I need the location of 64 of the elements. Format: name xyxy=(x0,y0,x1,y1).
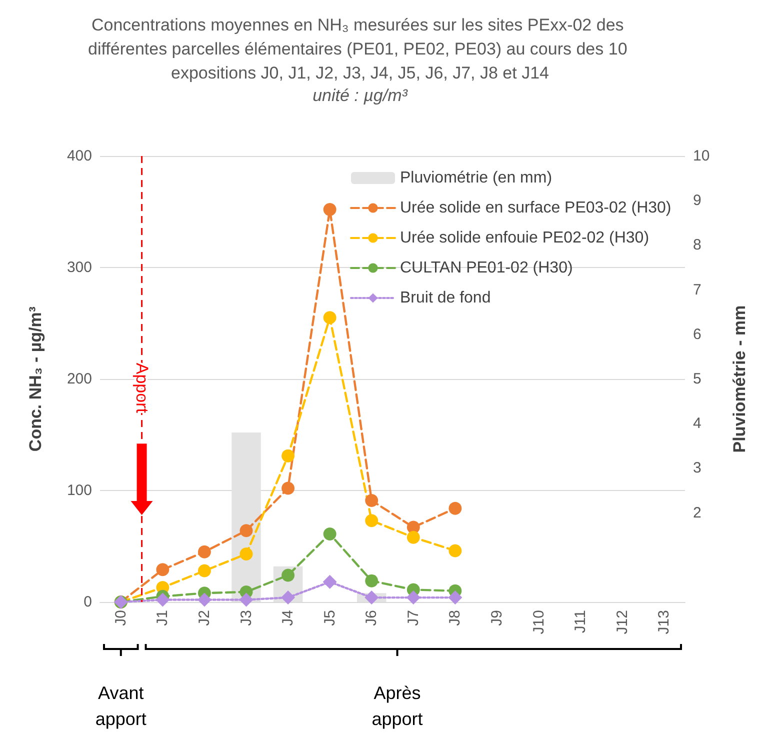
text: Avant apport xyxy=(94,682,148,731)
x-tick-label: J13 xyxy=(656,610,673,634)
point xyxy=(448,590,462,605)
point xyxy=(198,564,211,578)
point xyxy=(406,530,420,544)
y2-tick-label: 7 xyxy=(693,281,702,298)
y2-tick-label: 8 xyxy=(693,236,702,254)
point xyxy=(448,544,462,558)
point xyxy=(197,592,212,607)
x-tick-label: J10 xyxy=(530,610,548,634)
legend-label: Bruit de fond xyxy=(400,290,491,306)
legend-label: Urée solide enfouie PE02-02 (H30) xyxy=(400,230,650,246)
point xyxy=(365,494,378,508)
point xyxy=(365,574,378,588)
x-tick-label: J12 xyxy=(614,610,631,634)
x-tick-label: J11 xyxy=(572,610,590,634)
y2-tick-label: 9 xyxy=(693,192,702,210)
point xyxy=(282,568,295,582)
x-tick-label: J6 xyxy=(363,610,380,626)
x-tick-label: J1 xyxy=(154,610,172,626)
ref-line-label: Apport xyxy=(132,362,152,414)
point xyxy=(198,545,211,558)
point xyxy=(156,563,170,576)
point xyxy=(323,527,336,540)
x-tick-label: J9 xyxy=(488,610,506,626)
y2-axis-title: Pluviométrie - mm xyxy=(730,305,749,453)
legend-label: CULTAN PE01-02 (H30) xyxy=(400,260,573,276)
y2-tick-label: 3 xyxy=(693,460,702,477)
y-tick-label: 100 xyxy=(66,482,92,499)
y2-tick-label: 6 xyxy=(693,326,702,343)
point xyxy=(323,203,336,216)
point xyxy=(282,482,295,495)
x-tick-label: J3 xyxy=(238,610,255,626)
chart-subtitle: unité : µg/m³ xyxy=(312,86,409,105)
point xyxy=(323,311,336,324)
x-tick-label: J8 xyxy=(446,610,464,626)
point xyxy=(156,592,170,607)
x-tick-label: J5 xyxy=(321,610,338,626)
point xyxy=(240,548,253,561)
point xyxy=(239,592,254,607)
y-tick-label: 200 xyxy=(66,370,92,388)
point xyxy=(281,590,296,605)
y2-tick-label: 4 xyxy=(693,415,702,432)
x-tick-label: J0 xyxy=(112,610,130,626)
y-tick-label: 400 xyxy=(66,148,92,164)
x-tick-label: J4 xyxy=(280,610,297,626)
text: Après apport xyxy=(370,682,424,731)
y2-tick-label: 10 xyxy=(693,148,710,164)
y2-tick-label: 2 xyxy=(693,504,702,522)
y-tick-label: 300 xyxy=(66,259,92,276)
x-tick-label: J2 xyxy=(196,610,213,626)
point xyxy=(322,574,337,589)
legend-label: Urée solide en surface PE03-02 (H30) xyxy=(400,200,672,216)
point xyxy=(240,524,253,538)
y2-tick-label: 5 xyxy=(693,370,702,388)
point xyxy=(282,449,295,462)
legend-label: Pluviométrie (en mm) xyxy=(400,170,552,186)
point xyxy=(364,590,379,605)
y-axis-title: Conc. NH₃ - µg/m³ xyxy=(26,306,45,452)
point xyxy=(448,502,462,515)
x-tick-label: J7 xyxy=(404,610,422,626)
y-tick-label: 0 xyxy=(84,594,92,610)
point xyxy=(406,590,420,605)
point xyxy=(365,514,378,528)
